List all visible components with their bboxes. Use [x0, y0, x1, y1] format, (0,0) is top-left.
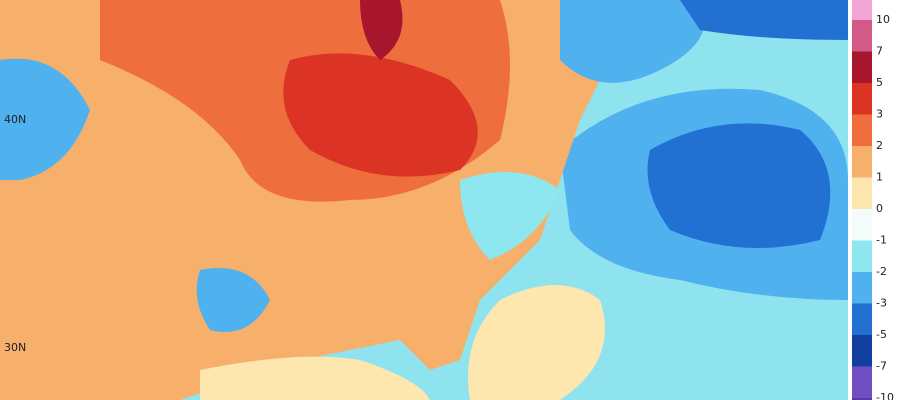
colorbar-label: -3	[876, 297, 887, 310]
warm-gulf-west	[200, 356, 430, 400]
warm-gulf	[468, 285, 605, 400]
cool-coast	[460, 172, 560, 260]
colorbar-swatch	[852, 51, 872, 83]
colorbar-swatch	[852, 114, 872, 146]
colorbar-swatch	[852, 335, 872, 367]
colorbar-label: 1	[876, 171, 883, 184]
colorbar-swatch	[852, 20, 872, 52]
colorbar-swatch	[852, 366, 872, 398]
cold-northeast	[560, 0, 705, 83]
cold-core	[647, 123, 831, 248]
colorbar-swatch	[852, 146, 872, 178]
colorbar-label: 3	[876, 108, 883, 121]
cold-south	[196, 268, 270, 332]
lat-label: 30N	[4, 341, 26, 354]
cold-west	[0, 58, 90, 181]
anomaly-map: 40N 30N	[0, 0, 848, 400]
colorbar-label: -10	[876, 391, 894, 400]
hot-spot	[360, 0, 403, 60]
colorbar-label: 5	[876, 76, 883, 89]
cold-canada	[680, 0, 848, 40]
colorbar-label: -1	[876, 234, 887, 247]
colorbar-swatch	[852, 83, 872, 115]
colorbar-swatch	[852, 303, 872, 335]
colorbar-swatch	[852, 398, 872, 400]
colorbar-swatch	[852, 272, 872, 304]
lat-label: 40N	[4, 113, 26, 126]
colorbar-label: -2	[876, 265, 887, 278]
colorbar-swatch	[852, 0, 872, 20]
colorbar-swatch	[852, 177, 872, 209]
colorbar-label: 7	[876, 45, 883, 58]
colorbar-label: 2	[876, 139, 883, 152]
colorbar-swatch	[852, 209, 872, 241]
colorbar-label: -7	[876, 360, 887, 373]
colorbar-swatch	[852, 240, 872, 272]
colorbar-label: 0	[876, 202, 883, 215]
colorbar-label: -5	[876, 328, 887, 341]
colorbar-label: 10	[876, 13, 890, 26]
warm-core	[283, 53, 478, 177]
